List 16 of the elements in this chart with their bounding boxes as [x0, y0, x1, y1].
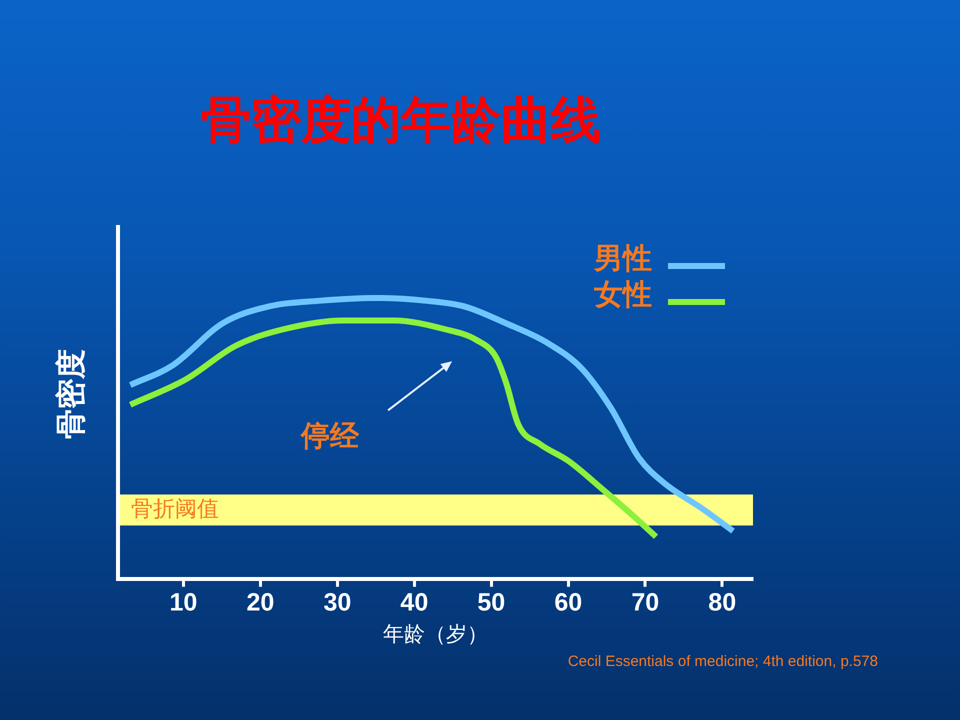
chart-title: 骨密度的年龄曲线 — [200, 91, 602, 150]
x-axis-title: 年龄（岁） — [383, 623, 488, 646]
x-tick-label: 70 — [631, 588, 660, 617]
x-tick-label: 80 — [708, 588, 736, 617]
y-axis-title: 骨密度 — [55, 349, 89, 439]
legend-label: 男性 — [593, 243, 652, 275]
annotation: 停经 — [300, 420, 360, 452]
x-tick-label: 50 — [477, 588, 506, 617]
legend-label: 女性 — [593, 279, 652, 311]
x-tick-label: 40 — [400, 588, 428, 617]
text: Cecil Essentials of medicine; 4th edition, p.578 — [568, 653, 878, 670]
x-tick-label: 10 — [170, 588, 198, 617]
x-tick-label: 60 — [554, 588, 582, 617]
band-label: 骨折阈值 — [131, 496, 219, 522]
x-tick-label: 30 — [323, 588, 352, 617]
x-tick-label: 20 — [246, 588, 274, 617]
